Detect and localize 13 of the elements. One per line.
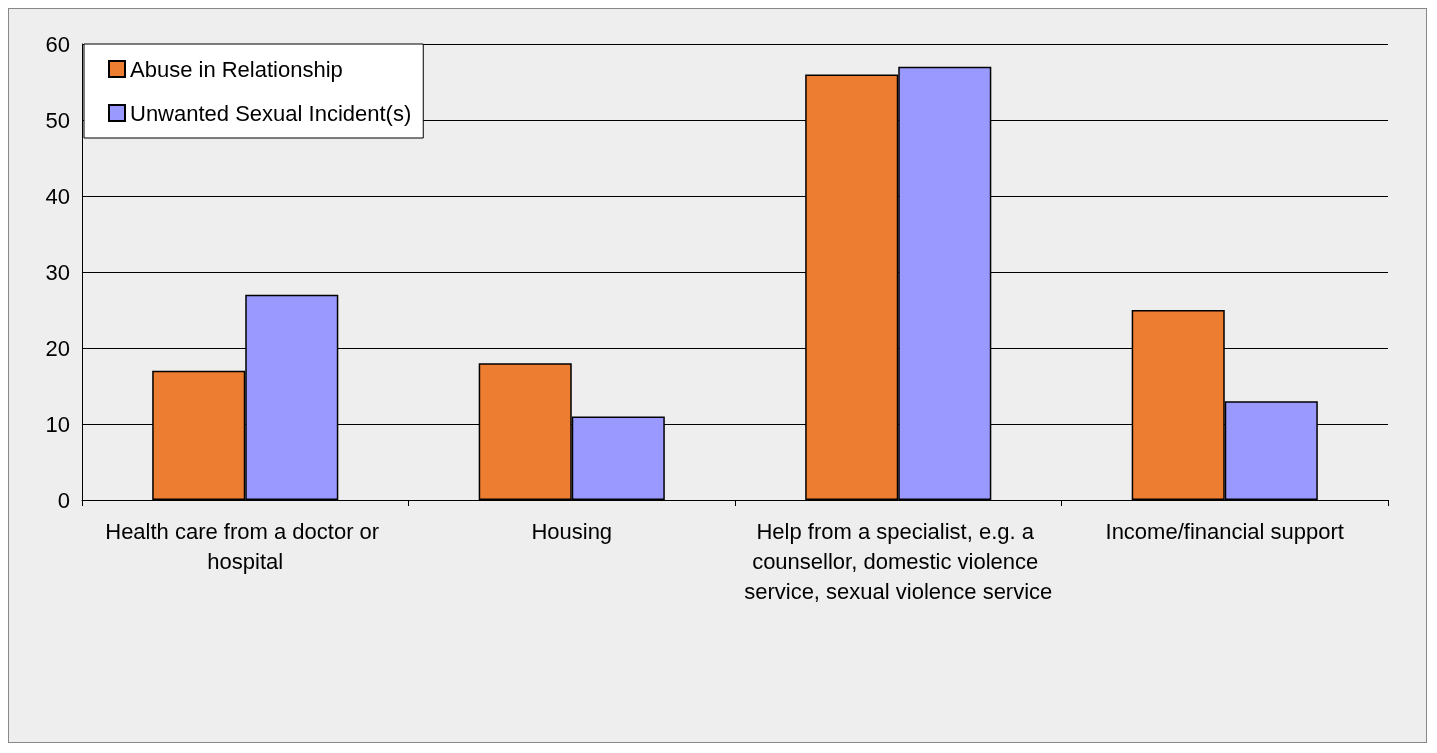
y-tick-label: 0 xyxy=(57,487,70,513)
x-tick-label: Help from a specialist, e.g. a counsellor, domestic violence service, sexual violence service xyxy=(744,518,1053,604)
y-tick-label: 40 xyxy=(45,183,70,209)
y-tick-label: 50 xyxy=(45,107,70,133)
legend-label: Unwanted Sexual Incident(s) xyxy=(130,100,412,126)
x-tick-label: Housing xyxy=(531,518,613,544)
y-tick-label: 10 xyxy=(45,411,70,437)
legend-label: Abuse in Relationship xyxy=(130,56,343,82)
x-tick-label: Income/financial support xyxy=(1105,518,1344,544)
y-tick-label: 20 xyxy=(45,335,70,361)
y-tick-label: 30 xyxy=(45,259,70,285)
x-tick-label: Health care from a doctor or hospital xyxy=(105,518,386,574)
y-tick-label: 60 xyxy=(45,31,70,57)
